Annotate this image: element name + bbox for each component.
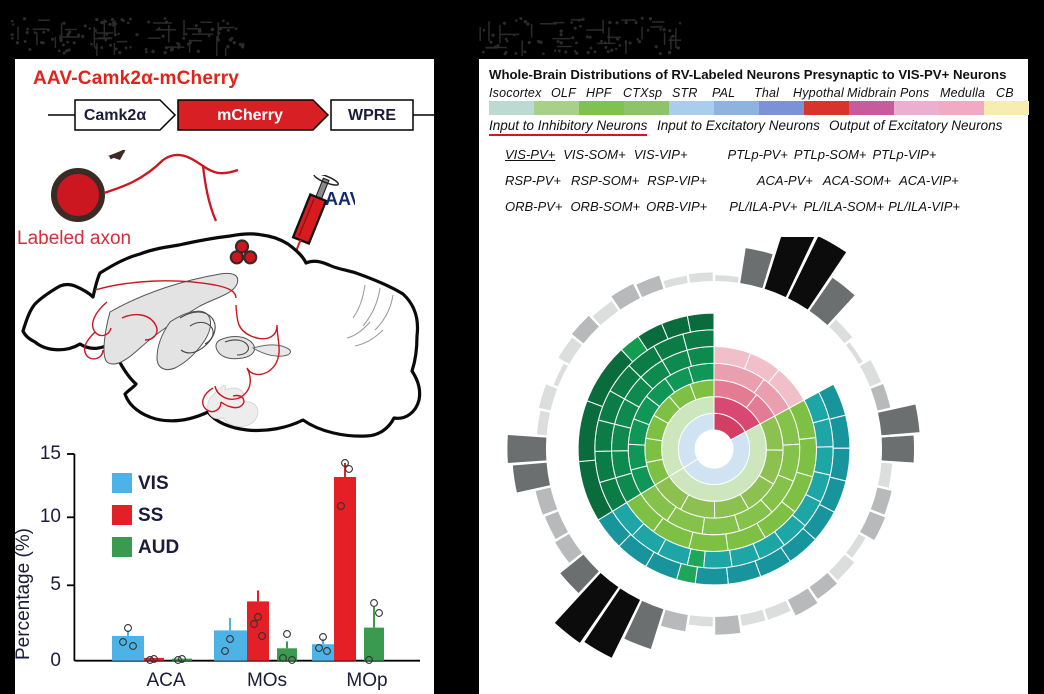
svg-text:AAV: AAV <box>325 189 355 209</box>
svg-text:MOp: MOp <box>346 670 387 691</box>
svg-text:AUD: AUD <box>138 537 179 558</box>
svg-text:5: 5 <box>50 574 61 595</box>
svg-text:ACA: ACA <box>146 670 185 691</box>
svg-text:10: 10 <box>40 506 61 527</box>
svg-text:VIS: VIS <box>138 473 169 494</box>
svg-text:Camk2α: Camk2α <box>84 107 146 124</box>
svg-text:SS: SS <box>138 505 163 526</box>
svg-text:15: 15 <box>40 443 61 464</box>
svg-text:0: 0 <box>50 650 61 671</box>
svg-text:Percentage (%): Percentage (%) <box>15 528 34 660</box>
svg-text:WPRE: WPRE <box>348 107 396 124</box>
svg-text:MOs: MOs <box>247 670 287 691</box>
svg-text:mCherry: mCherry <box>217 107 283 124</box>
